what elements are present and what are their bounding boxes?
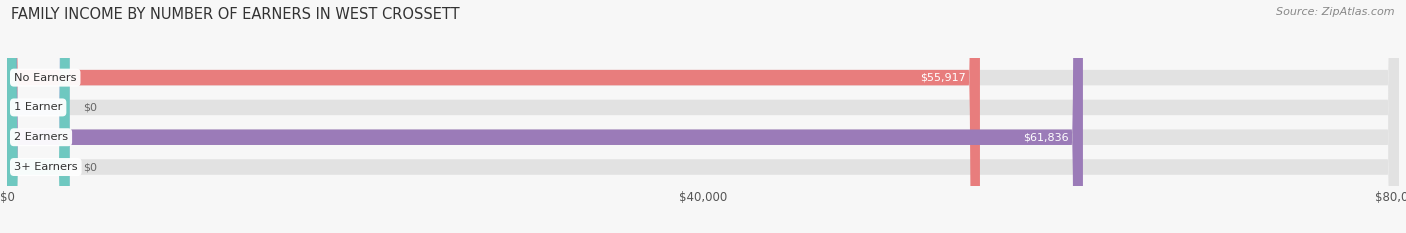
FancyBboxPatch shape (7, 0, 1399, 233)
Text: $0: $0 (83, 103, 97, 113)
Text: $61,836: $61,836 (1024, 132, 1069, 142)
Text: No Earners: No Earners (14, 73, 76, 83)
FancyBboxPatch shape (7, 0, 1399, 233)
Text: 1 Earner: 1 Earner (14, 103, 62, 113)
Text: Source: ZipAtlas.com: Source: ZipAtlas.com (1277, 7, 1395, 17)
FancyBboxPatch shape (7, 0, 1083, 233)
FancyBboxPatch shape (7, 0, 70, 233)
FancyBboxPatch shape (7, 0, 980, 233)
Text: FAMILY INCOME BY NUMBER OF EARNERS IN WEST CROSSETT: FAMILY INCOME BY NUMBER OF EARNERS IN WE… (11, 7, 460, 22)
FancyBboxPatch shape (7, 0, 70, 233)
Text: 3+ Earners: 3+ Earners (14, 162, 77, 172)
FancyBboxPatch shape (7, 0, 1399, 233)
Text: $0: $0 (83, 162, 97, 172)
Text: 2 Earners: 2 Earners (14, 132, 67, 142)
FancyBboxPatch shape (7, 0, 1399, 233)
Text: $55,917: $55,917 (921, 73, 966, 83)
